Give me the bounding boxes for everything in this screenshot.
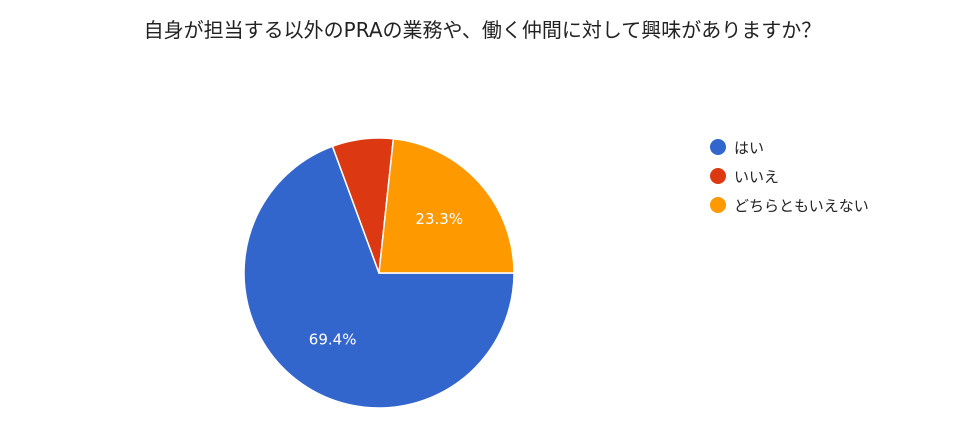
pie-slice-2 bbox=[378, 137, 515, 274]
slice-label-2: 23.3% bbox=[415, 210, 463, 228]
legend-item: はい bbox=[710, 136, 869, 158]
legend-swatch bbox=[710, 139, 726, 155]
legend-item: いいえ bbox=[710, 165, 869, 187]
slice-label-0: 69.4% bbox=[309, 330, 357, 348]
chart-title: 自身が担当する以外のPRAの業務や、働く仲間に対して興味がありますか？ bbox=[143, 18, 822, 42]
legend-item: どちらともいえない bbox=[710, 194, 869, 216]
legend-label: どちらともいえない bbox=[734, 196, 869, 215]
legend-swatch bbox=[710, 168, 726, 184]
legend-label: はい bbox=[734, 138, 765, 157]
legend-swatch bbox=[710, 197, 726, 213]
pie-slice-0 bbox=[243, 145, 515, 409]
legend-label: いいえ bbox=[734, 167, 780, 186]
chart-legend: はいいいえどちらともいえない bbox=[710, 136, 869, 223]
